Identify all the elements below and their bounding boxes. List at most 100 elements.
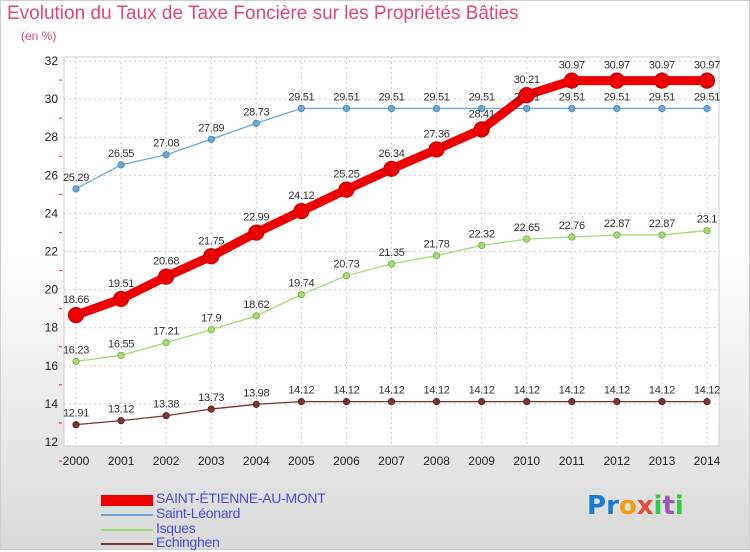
logo-letter: i — [653, 491, 663, 521]
data-point — [613, 104, 621, 113]
data-point — [248, 224, 265, 241]
legend-label: Saint-Léonard — [156, 505, 241, 521]
data-point — [568, 233, 576, 241]
legend-swatch — [101, 495, 153, 506]
data-label: 14.12 — [559, 385, 585, 397]
data-point — [207, 326, 215, 334]
data-label: 14.12 — [469, 385, 495, 397]
data-label: 27.36 — [424, 128, 450, 140]
data-label: 14.12 — [378, 385, 404, 397]
data-label: 14.12 — [333, 385, 359, 397]
data-label: 14.12 — [288, 385, 314, 397]
data-label: 14.12 — [604, 385, 630, 397]
y-tick-label: 30 — [45, 92, 59, 106]
data-label: 14.12 — [514, 385, 540, 397]
data-point — [478, 241, 486, 250]
data-point — [158, 268, 175, 285]
data-point — [383, 160, 400, 177]
data-label: 13.38 — [153, 399, 179, 411]
data-point — [387, 398, 396, 406]
x-tick-label: 2005 — [288, 454, 315, 468]
legend-item: Echinghen — [101, 534, 421, 552]
data-label: 18.62 — [243, 299, 269, 311]
data-label: 24.12 — [288, 190, 314, 202]
y-tick-label: 22 — [45, 245, 59, 259]
data-point — [162, 151, 170, 159]
logo-letter: r — [606, 491, 619, 521]
y-tick-label: 14 — [45, 397, 59, 411]
logo-letter: t — [662, 491, 675, 521]
x-tick-label: 2006 — [333, 454, 360, 468]
x-tick-label: 2000 — [63, 454, 90, 468]
y-tick-label: 18 — [45, 321, 59, 335]
y-tick-label: 24 — [45, 206, 59, 220]
data-label: 22.99 — [243, 212, 269, 224]
data-point — [207, 405, 215, 413]
data-label: 21.35 — [378, 247, 404, 259]
data-point — [432, 104, 441, 113]
data-point — [297, 104, 305, 113]
data-label: 29.51 — [288, 91, 314, 103]
data-label: 29.51 — [333, 91, 359, 103]
x-tick-label: 2001 — [108, 454, 135, 468]
x-tick-label: 2008 — [423, 454, 450, 468]
x-tick-label: 2012 — [604, 454, 631, 468]
data-point — [703, 226, 711, 235]
data-label: 12.91 — [63, 408, 89, 420]
data-point — [478, 104, 486, 113]
data-label: 29.51 — [424, 91, 450, 103]
data-point — [342, 272, 351, 280]
data-point — [162, 339, 170, 347]
data-point — [523, 235, 531, 243]
data-label: 14.12 — [424, 385, 450, 397]
data-label: 29.51 — [694, 91, 720, 103]
data-label: 14.12 — [694, 385, 720, 397]
x-tick-label: 2003 — [198, 454, 225, 468]
data-point — [703, 398, 711, 406]
data-point — [478, 398, 486, 406]
x-tick-label: 2009 — [468, 454, 495, 468]
data-label: 28.41 — [469, 108, 495, 120]
data-label: 18.66 — [63, 294, 89, 306]
data-point — [432, 252, 441, 260]
data-point — [653, 72, 671, 89]
data-point — [568, 104, 576, 113]
data-label: 22.76 — [559, 220, 585, 232]
data-point — [428, 141, 445, 158]
data-point — [518, 86, 535, 104]
data-point — [338, 181, 355, 198]
data-label: 22.65 — [514, 222, 540, 234]
legend-label: Echinghen — [156, 534, 220, 550]
y-tick-label: 16 — [45, 359, 59, 373]
data-label: 25.29 — [63, 172, 89, 184]
logo-letter: i — [674, 491, 684, 521]
data-label: 29.51 — [469, 91, 495, 103]
data-label: 20.73 — [333, 259, 359, 271]
data-label: 30.21 — [514, 74, 540, 86]
data-label: 13.12 — [108, 404, 134, 416]
data-point — [72, 185, 80, 193]
data-point — [252, 312, 260, 320]
legend-item: Isques — [101, 520, 421, 538]
data-point — [523, 104, 531, 113]
data-label: 27.08 — [153, 138, 179, 150]
data-point — [112, 290, 130, 308]
x-tick-label: 2013 — [649, 454, 676, 468]
data-point — [252, 400, 260, 408]
data-label: 16.55 — [108, 338, 134, 350]
data-label: 26.34 — [378, 148, 404, 160]
data-point — [72, 421, 80, 429]
legend-swatch — [101, 514, 153, 516]
x-tick-label: 2011 — [559, 454, 585, 468]
data-label: 30.97 — [649, 60, 675, 72]
data-label: 25.25 — [333, 169, 359, 181]
data-label: 29.51 — [649, 91, 675, 103]
data-point — [568, 398, 576, 406]
x-tick-label: 2014 — [694, 454, 721, 468]
data-label: 26.55 — [108, 148, 134, 160]
y-tick-label: 20 — [45, 283, 59, 297]
data-point — [523, 398, 531, 406]
data-label: 22.87 — [604, 218, 630, 230]
